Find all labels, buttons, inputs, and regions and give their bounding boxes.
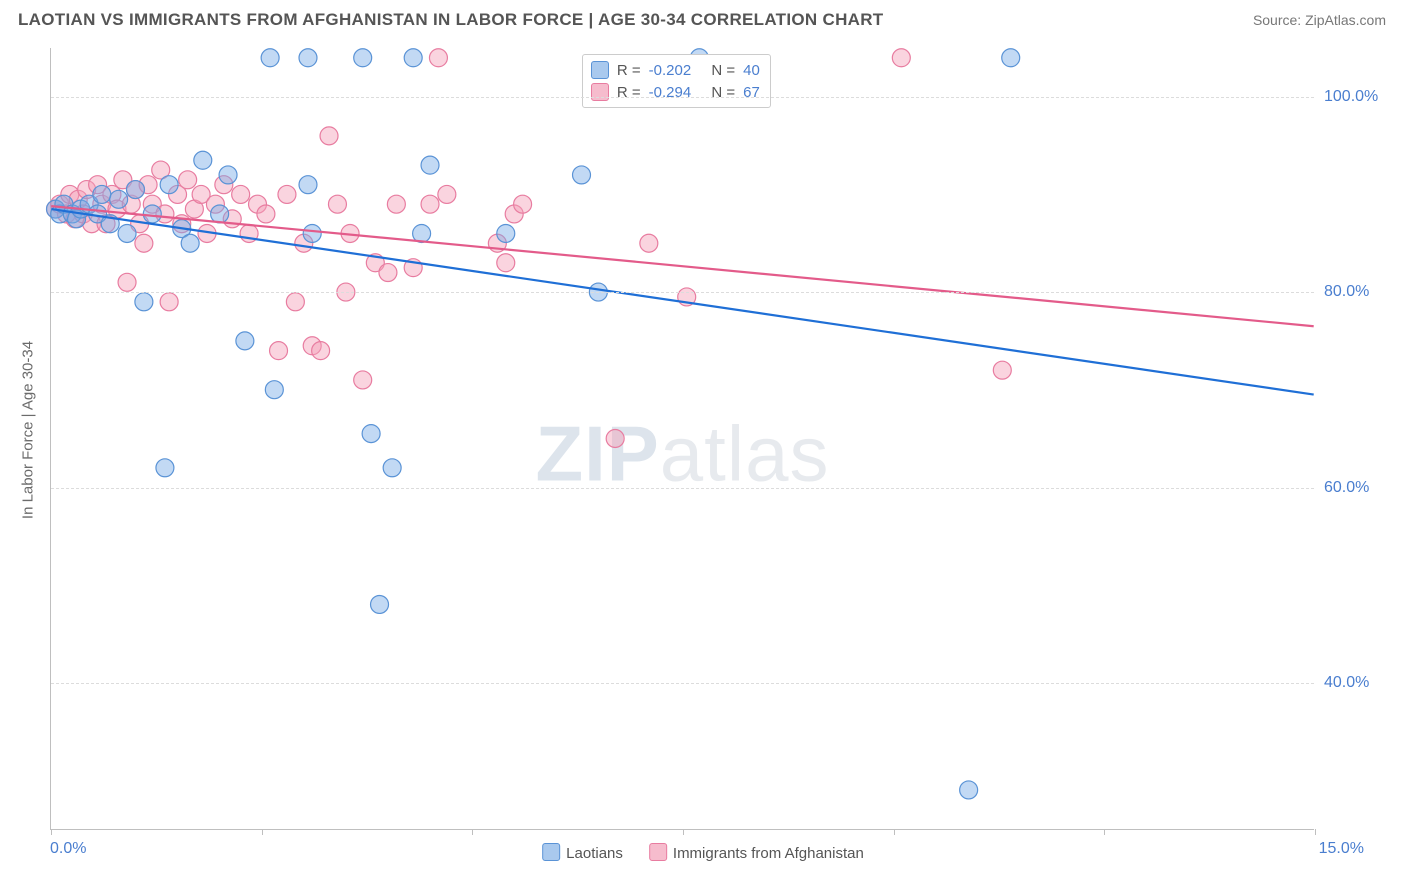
gridline xyxy=(51,683,1314,684)
swatch-afghanistan xyxy=(649,843,667,861)
x-tick-mark xyxy=(683,829,684,835)
x-tick-mark xyxy=(51,829,52,835)
swatch-laotians xyxy=(542,843,560,861)
x-tick-mark xyxy=(1315,829,1316,835)
scatter-svg xyxy=(51,48,1314,829)
n-value-laotians: 40 xyxy=(743,62,760,79)
x-tick-mark xyxy=(262,829,263,835)
y-tick-label: 80.0% xyxy=(1324,283,1396,301)
gridline xyxy=(51,97,1314,98)
y-tick-label: 40.0% xyxy=(1324,674,1396,692)
legend-label-laotians: Laotians xyxy=(566,845,623,862)
chart-header: LAOTIAN VS IMMIGRANTS FROM AFGHANISTAN I… xyxy=(0,0,1406,36)
y-tick-label: 60.0% xyxy=(1324,479,1396,497)
legend-item-afghanistan: Immigrants from Afghanistan xyxy=(649,843,864,862)
y-axis-label: In Labor Force | Age 30-34 xyxy=(20,341,37,519)
n-label: N = xyxy=(711,62,735,79)
x-axis-label-min: 0.0% xyxy=(50,840,86,858)
gridline xyxy=(51,488,1314,489)
chart-title: LAOTIAN VS IMMIGRANTS FROM AFGHANISTAN I… xyxy=(18,10,884,30)
y-tick-label: 100.0% xyxy=(1324,88,1396,106)
x-axis-label-max: 15.0% xyxy=(1319,840,1364,858)
r-value-afghanistan: -0.294 xyxy=(649,84,692,101)
x-tick-mark xyxy=(472,829,473,835)
swatch-afghanistan xyxy=(591,83,609,101)
correlation-row-afghanistan: R = -0.294 N = 67 xyxy=(591,81,760,103)
r-label: R = xyxy=(617,84,641,101)
n-label: N = xyxy=(711,84,735,101)
correlation-legend: R = -0.202 N = 40 R = -0.294 N = 67 xyxy=(582,54,771,108)
legend-label-afghanistan: Immigrants from Afghanistan xyxy=(673,845,864,862)
chart-plot-area: ZIPatlas R = -0.202 N = 40 R = -0.294 N … xyxy=(50,48,1314,830)
gridline xyxy=(51,292,1314,293)
correlation-row-laotians: R = -0.202 N = 40 xyxy=(591,59,760,81)
n-value-afghanistan: 67 xyxy=(743,84,760,101)
x-tick-mark xyxy=(1104,829,1105,835)
swatch-laotians xyxy=(591,61,609,79)
x-tick-mark xyxy=(894,829,895,835)
series-legend: Laotians Immigrants from Afghanistan xyxy=(542,843,864,862)
legend-item-laotians: Laotians xyxy=(542,843,623,862)
r-label: R = xyxy=(617,62,641,79)
chart-source: Source: ZipAtlas.com xyxy=(1253,12,1386,28)
r-value-laotians: -0.202 xyxy=(649,62,692,79)
